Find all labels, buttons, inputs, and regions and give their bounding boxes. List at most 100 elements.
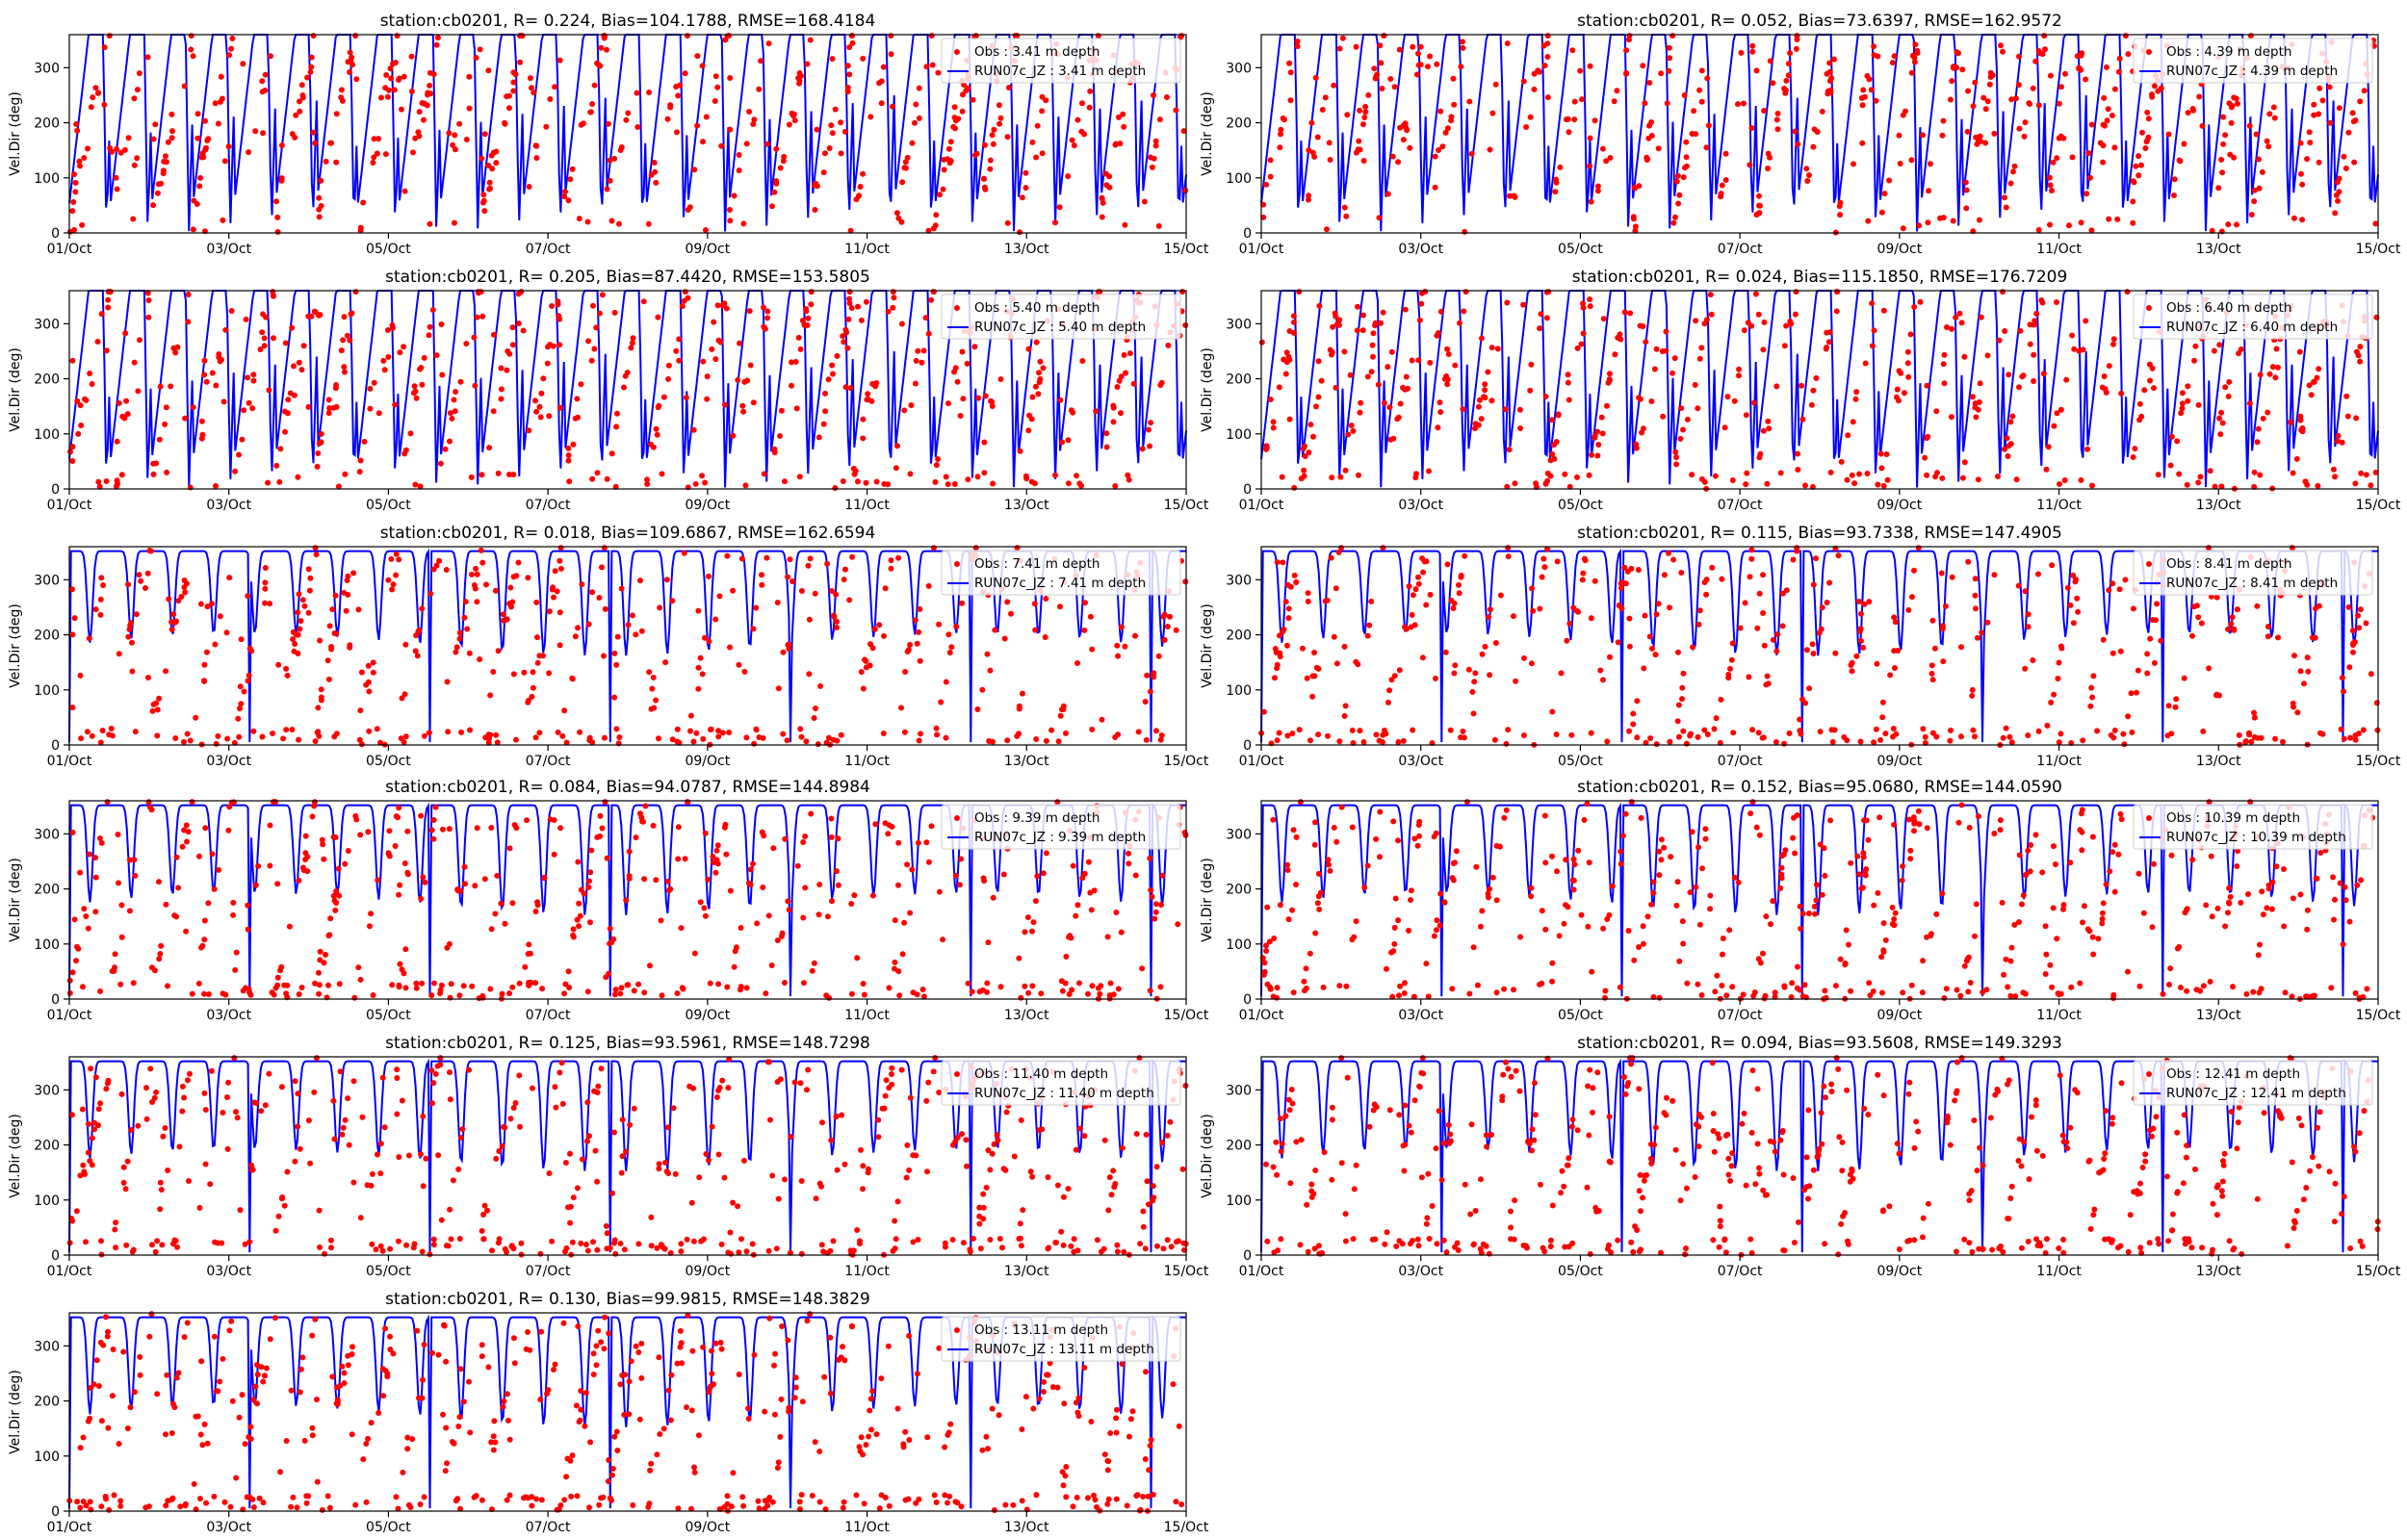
obs-point	[163, 668, 168, 675]
obs-point	[953, 624, 960, 629]
obs-point	[471, 334, 478, 341]
obs-point	[1973, 901, 1980, 908]
obs-point	[1922, 733, 1928, 740]
obs-point	[735, 1203, 741, 1210]
obs-point	[2199, 122, 2206, 129]
obs-point	[1517, 425, 1524, 431]
obs-point	[189, 799, 195, 806]
obs-point	[1848, 662, 1854, 668]
obs-point	[156, 436, 163, 443]
obs-point	[2106, 216, 2112, 222]
obs-point	[575, 859, 582, 865]
obs-point	[356, 469, 363, 475]
obs-point	[1068, 1243, 1074, 1249]
obs-point	[826, 994, 833, 1001]
obs-point	[566, 985, 573, 990]
obs-point	[1873, 97, 1879, 104]
obs-point	[78, 735, 85, 742]
obs-point	[1081, 131, 1088, 138]
obs-point	[2197, 474, 2204, 480]
obs-point	[774, 937, 781, 943]
obs-point	[342, 860, 349, 867]
obs-point	[1672, 449, 1679, 455]
x-tick-label: 11/Oct	[844, 498, 890, 513]
obs-point	[402, 946, 409, 953]
obs-point	[1695, 621, 1702, 628]
chart-title: station:cb0201, R= 0.024, Bias=115.1850,…	[1572, 268, 2068, 287]
obs-point	[863, 298, 869, 305]
obs-point	[1871, 43, 1877, 50]
obs-point	[2089, 482, 2095, 489]
obs-point	[2035, 48, 2042, 54]
obs-point	[1625, 37, 1632, 43]
obs-point	[662, 1159, 669, 1166]
obs-point	[635, 981, 642, 988]
obs-point	[486, 186, 493, 192]
obs-point	[308, 54, 315, 61]
obs-point	[1100, 1245, 1107, 1252]
obs-point	[925, 330, 932, 337]
obs-point	[420, 1183, 427, 1190]
obs-point	[1081, 627, 1088, 633]
obs-point	[637, 578, 643, 584]
legend-box	[2133, 550, 2373, 596]
obs-point	[1774, 126, 1781, 133]
obs-point	[1026, 412, 1032, 419]
obs-point	[1038, 990, 1045, 997]
obs-point	[1781, 851, 1787, 858]
obs-point	[1143, 1131, 1150, 1138]
obs-point	[2206, 799, 2213, 806]
obs-point	[339, 97, 346, 104]
obs-point	[1343, 213, 1350, 219]
obs-point	[510, 79, 517, 86]
obs-point	[2230, 984, 2236, 990]
obs-point	[1390, 435, 1397, 442]
obs-point	[952, 125, 959, 132]
obs-point	[446, 130, 453, 137]
obs-point	[1492, 640, 1499, 646]
obs-point	[943, 474, 949, 480]
obs-point	[963, 1137, 970, 1143]
obs-point	[185, 292, 192, 297]
obs-point	[259, 78, 266, 85]
obs-point	[1155, 653, 1162, 659]
obs-point	[116, 880, 121, 886]
obs-point	[841, 577, 847, 583]
obs-point	[239, 436, 246, 443]
obs-point	[2140, 910, 2147, 916]
obs-point	[696, 1174, 703, 1181]
obs-point	[2252, 187, 2258, 193]
obs-point	[1933, 911, 1940, 917]
obs-point	[330, 1097, 337, 1104]
obs-point	[1152, 909, 1159, 915]
obs-point	[1586, 472, 1592, 478]
obs-point	[274, 214, 281, 220]
obs-point	[462, 599, 469, 605]
obs-point	[1865, 836, 1872, 843]
obs-point	[350, 570, 357, 577]
obs-point	[2304, 481, 2311, 488]
obs-point	[1747, 810, 1754, 817]
obs-point	[1676, 192, 1683, 198]
obs-point	[2056, 659, 2062, 666]
obs-point	[1860, 854, 1867, 860]
obs-point	[446, 826, 453, 833]
obs-point	[2101, 94, 2108, 101]
obs-point	[2125, 968, 2131, 975]
obs-point	[1979, 629, 1985, 636]
obs-point	[1351, 934, 1358, 940]
obs-point	[940, 186, 946, 192]
obs-point	[1427, 359, 1434, 366]
obs-point	[333, 630, 340, 637]
obs-point	[1391, 940, 1398, 947]
obs-point	[1463, 799, 1470, 806]
obs-point	[157, 951, 164, 957]
obs-point	[987, 667, 994, 674]
obs-point	[1322, 94, 1329, 101]
obs-point	[630, 612, 635, 619]
obs-point	[2280, 738, 2286, 745]
obs-point	[2089, 694, 2096, 701]
obs-point	[1624, 568, 1631, 575]
obs-point	[1861, 601, 1868, 607]
legend-obs-label: Obs : 4.39 m depth	[2166, 44, 2291, 60]
